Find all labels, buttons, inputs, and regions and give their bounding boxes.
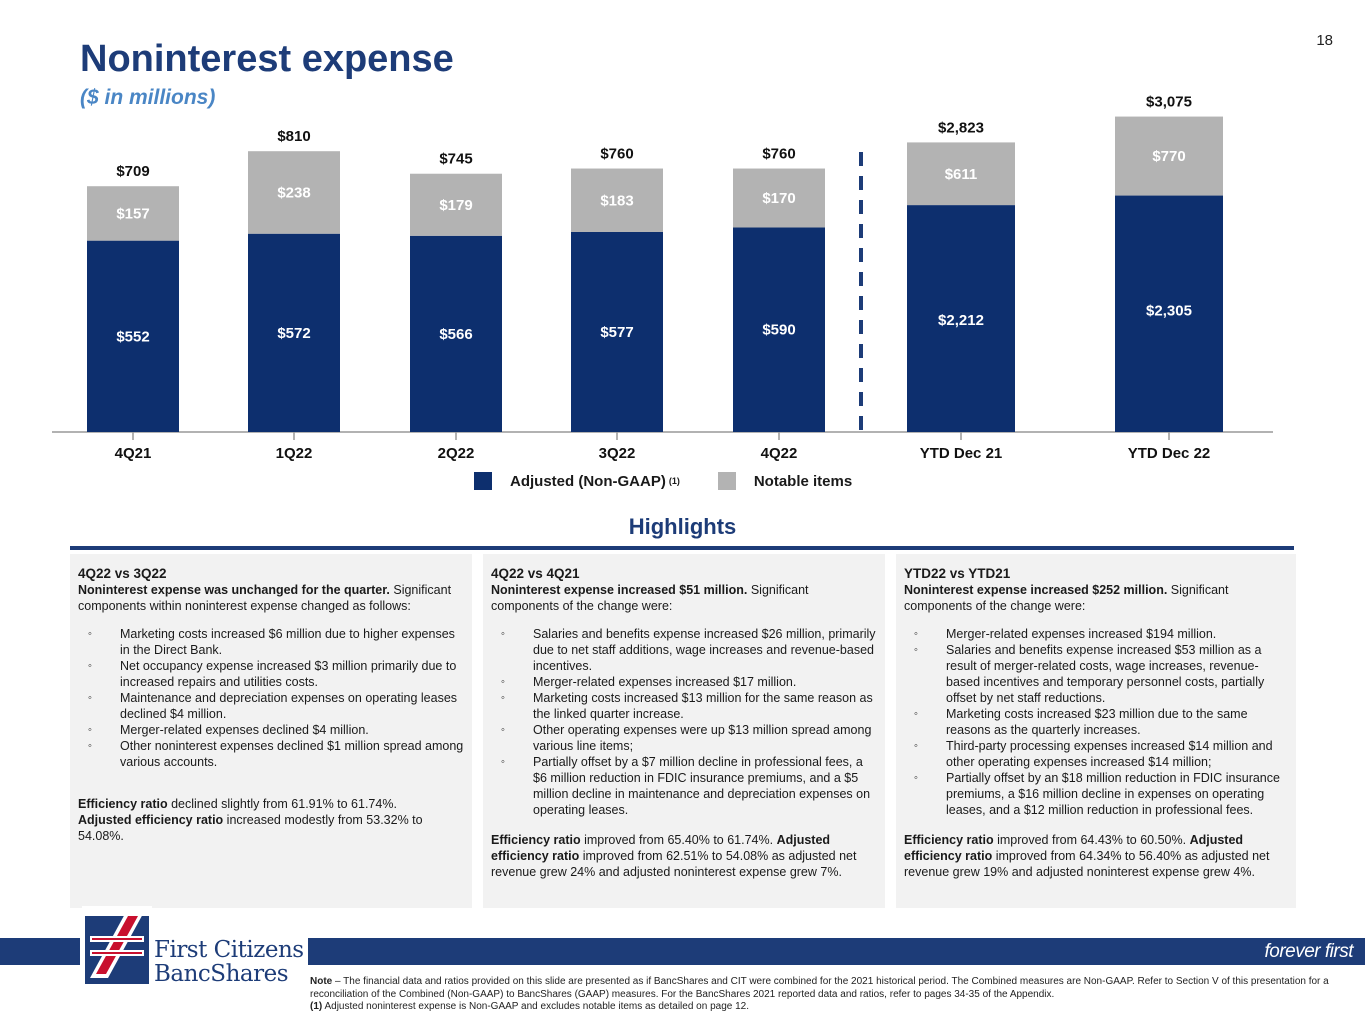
bar-adjusted: [87, 240, 179, 432]
company-name-line1: First Citizens: [154, 937, 304, 963]
data-label-total: $2,823: [938, 119, 984, 136]
company-name: First Citizens BancShares: [154, 938, 304, 986]
legend-label-adjusted: Adjusted (Non-GAAP): [510, 472, 666, 490]
highlights-title: Highlights: [628, 514, 737, 539]
list-item: Other operating expenses were up $13 mil…: [491, 722, 877, 754]
legend-swatch-adjusted: [474, 472, 492, 490]
bar-adjusted: [733, 227, 825, 432]
bar-notable: [248, 151, 340, 234]
list-item: Maintenance and depreciation expenses on…: [78, 690, 464, 722]
data-label-adjusted: $552: [116, 328, 149, 345]
data-label-adjusted: $577: [600, 324, 633, 341]
data-label-total: $745: [439, 151, 472, 168]
panel-lead: Noninterest expense was unchanged for th…: [78, 583, 452, 613]
highlight-panel-year-over-year: 4Q22 vs 4Q21 Noninterest expense increas…: [483, 554, 885, 908]
tagline: forever first: [1264, 941, 1353, 962]
data-label-notable: $157: [116, 205, 149, 222]
data-label-notable: $611: [945, 166, 978, 183]
list-item: Partially offset by a $7 million decline…: [491, 754, 877, 818]
panel-heading: YTD22 vs YTD21: [904, 566, 1011, 581]
bar-adjusted: [571, 231, 663, 432]
efficiency-ratio-text: Efficiency ratio improved from 65.40% to…: [491, 833, 857, 879]
company-name-line2: BancShares: [154, 961, 288, 987]
page-title: Noninterest expense: [80, 38, 454, 80]
x-tick-label: 4Q22: [761, 445, 798, 462]
legend-item-adjusted: Adjusted (Non-GAAP) (1): [474, 472, 680, 490]
list-item: Partially offset by an $18 million reduc…: [904, 770, 1288, 818]
panel-bullets: Salaries and benefits expense increased …: [491, 626, 877, 818]
list-item: Merger-related expenses increased $194 m…: [904, 626, 1288, 642]
panel-bullets: Merger-related expenses increased $194 m…: [904, 626, 1288, 818]
data-label-total: $810: [277, 128, 310, 145]
bar-adjusted: [907, 205, 1015, 432]
chart-legend: Adjusted (Non-GAAP) (1) Notable items: [474, 472, 890, 490]
panel-lead: Noninterest expense increased $252 milli…: [904, 583, 1229, 613]
data-label-total: $709: [116, 163, 149, 180]
panel-heading: 4Q22 vs 3Q22: [78, 566, 167, 581]
data-label-notable: $170: [762, 190, 795, 207]
legend-label-notable: Notable items: [753, 472, 853, 490]
x-tick-label: YTD Dec 22: [1128, 445, 1211, 462]
legend-footnote-marker: (1): [668, 476, 680, 486]
bar-notable: [410, 173, 502, 236]
list-item: Marketing costs increased $23 million du…: [904, 706, 1288, 738]
panel-lead: Noninterest expense increased $51 millio…: [491, 583, 809, 613]
data-label-total: $3,075: [1146, 94, 1192, 111]
footnote: Note – The financial data and ratios pro…: [310, 976, 1329, 1012]
data-label-notable: $179: [439, 197, 472, 214]
page-number: 18: [1316, 32, 1333, 49]
bar-notable: [571, 168, 663, 232]
bar-notable: [733, 168, 825, 228]
bar-adjusted: [1115, 195, 1223, 432]
bar-notable: [1115, 116, 1223, 196]
list-item: Marketing costs increased $6 million due…: [78, 626, 464, 658]
data-label-adjusted: $2,305: [1146, 303, 1192, 320]
list-item: Net occupancy expense increased $3 milli…: [78, 658, 464, 690]
first-citizens-logo-icon: [82, 906, 152, 988]
bar-notable: [87, 186, 179, 241]
data-label-adjusted: $590: [762, 322, 795, 339]
panel-heading: 4Q22 vs 4Q21: [491, 566, 580, 581]
bar-notable: [907, 142, 1015, 206]
list-item: Merger-related expenses increased $17 mi…: [491, 674, 877, 690]
highlight-panel-quarter: 4Q22 vs 3Q22 Noninterest expense was unc…: [70, 554, 472, 908]
legend-item-notable: Notable items: [717, 472, 853, 490]
data-label-notable: $183: [600, 192, 633, 209]
legend-swatch-notable: [717, 472, 736, 490]
efficiency-ratio-text: Efficiency ratio declined slightly from …: [78, 797, 423, 843]
x-tick-label: 1Q22: [276, 445, 313, 462]
page-subtitle: ($ in millions): [80, 86, 216, 109]
highlights-divider: [70, 546, 1294, 550]
bar-adjusted: [248, 233, 340, 432]
list-item: Merger-related expenses declined $4 mill…: [78, 722, 464, 738]
data-label-adjusted: $572: [277, 325, 310, 342]
data-label-notable: $770: [1152, 148, 1185, 165]
x-tick-label: YTD Dec 21: [920, 445, 1003, 462]
panel-bullets: Marketing costs increased $6 million due…: [78, 626, 464, 770]
efficiency-ratio-text: Efficiency ratio improved from 64.43% to…: [904, 833, 1270, 879]
list-item: Salaries and benefits expense increased …: [904, 642, 1288, 706]
list-item: Marketing costs increased $13 million fo…: [491, 690, 877, 722]
data-label-adjusted: $2,212: [938, 312, 984, 329]
data-label-adjusted: $566: [439, 326, 472, 343]
highlight-panel-ytd: YTD22 vs YTD21 Noninterest expense incre…: [896, 554, 1296, 908]
footer-bar: [308, 938, 1365, 965]
data-label-notable: $238: [277, 184, 310, 201]
list-item: Third-party processing expenses increase…: [904, 738, 1288, 770]
footer-bar-left: [0, 938, 80, 965]
data-label-total: $760: [762, 146, 795, 163]
x-tick-label: 3Q22: [599, 445, 636, 462]
bar-adjusted: [410, 235, 502, 432]
x-tick-label: 2Q22: [438, 445, 475, 462]
list-item: Other noninterest expenses declined $1 m…: [78, 738, 464, 770]
data-label-total: $760: [600, 146, 633, 163]
noninterest-expense-chart: $552 $157 $709 4Q21 $572 $238 $810 1Q22 $566 $179…: [52, 94, 1273, 462]
x-tick-label: 4Q21: [115, 445, 152, 462]
list-item: Salaries and benefits expense increased …: [491, 626, 877, 674]
